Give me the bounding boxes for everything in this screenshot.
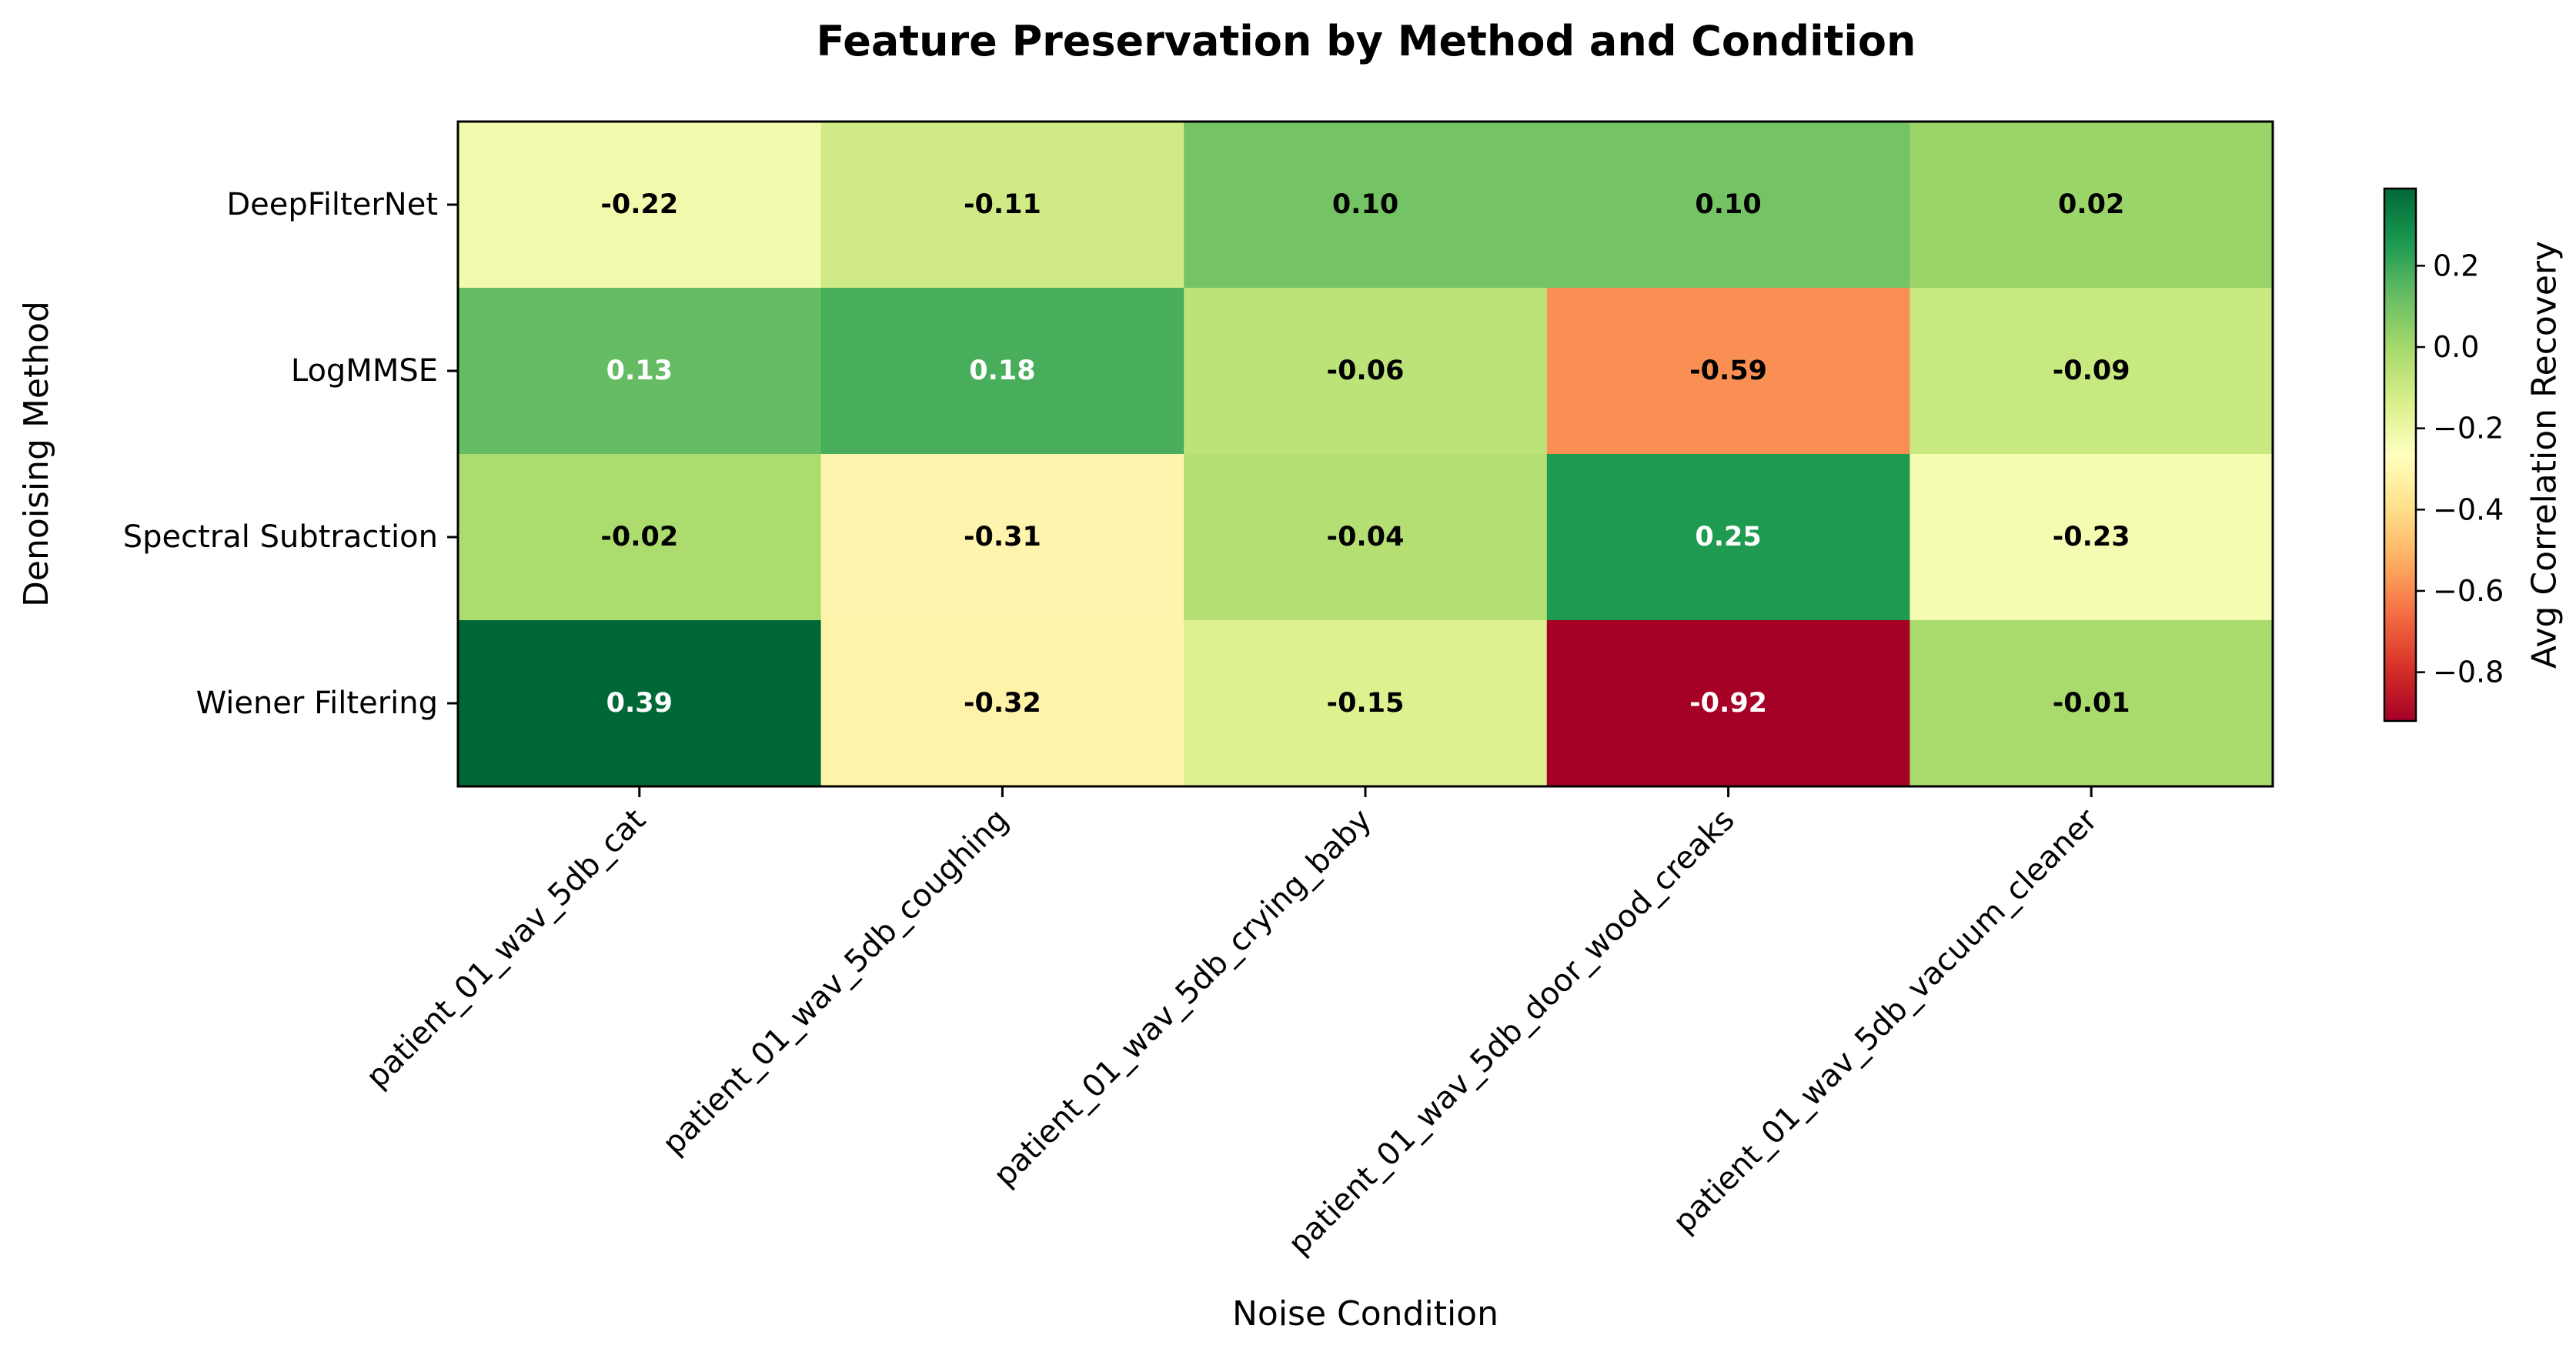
x-tick-label: patient_01_wav_5db_vacuum_cleaner: [1666, 802, 2105, 1240]
heatmap-cell: [1546, 288, 1910, 455]
cell-value-label: 0.13: [606, 355, 673, 386]
colorbar-tick-label: −0.4: [2433, 492, 2504, 526]
colorbar-frame: [2383, 187, 2417, 723]
heatmap-cell: [1909, 454, 2274, 621]
colorbar-tick-label: 0.0: [2433, 330, 2479, 364]
x-axis-ticks: patient_01_wav_5db_cat patient_01_wav_5db…: [359, 786, 2105, 1262]
colorbar-ticks: 0.2 0.0 −0.2 −0.4 −0.6 −0.8: [2416, 249, 2504, 689]
y-tick-label: DeepFilterNet: [226, 187, 438, 222]
heatmap-cell: [1184, 454, 1548, 621]
cell-value-label: -0.23: [2053, 522, 2130, 552]
x-tick-label: patient_01_wav_5db_cat: [359, 803, 653, 1096]
x-axis-label: Noise Condition: [1232, 1294, 1498, 1333]
cell-value-label: 0.10: [1695, 189, 1761, 220]
heatmap-cell: [1909, 620, 2274, 787]
heatmap-cell: [1546, 454, 1910, 621]
y-tick-label: Wiener Filtering: [196, 686, 438, 721]
heatmap-cell: [458, 288, 822, 455]
heatmap-cell: [1546, 620, 1910, 787]
cell-value-label: 0.39: [606, 688, 673, 719]
cell-value-label: -0.11: [964, 189, 1041, 220]
cell-value-label: -0.06: [1327, 355, 1405, 386]
colorbar: 0.2 0.0 −0.2 −0.4 −0.6 −0.8 Avg Correlation R…: [2383, 187, 2564, 723]
heatmap-cell: [458, 620, 822, 787]
heatmap-cell: [1184, 122, 1548, 289]
cell-value-label: -0.92: [1689, 688, 1767, 719]
cell-value-label: -0.01: [2053, 688, 2130, 719]
cell-value-label: -0.31: [964, 522, 1041, 552]
heatmap-cells: -0.22 -0.11 0.10 0.10 0.02 0.13 0.18 -0.06 -0.59…: [458, 122, 2274, 787]
cell-value-label: -0.02: [600, 522, 678, 552]
y-tick-label: Spectral Subtraction: [123, 519, 438, 555]
heatmap-cell: [820, 454, 1184, 621]
x-tick-label: patient_01_wav_5db_coughing: [656, 803, 1015, 1162]
cell-value-label: -0.59: [1689, 355, 1767, 386]
cell-value-label: -0.15: [1327, 688, 1405, 719]
heatmap-cell: [458, 454, 822, 621]
y-axis-label: Denoising Method: [17, 301, 56, 607]
chart-title: Feature Preservation by Method and Condi…: [817, 17, 1916, 65]
colorbar-tick-label: −0.2: [2433, 412, 2504, 446]
y-tick-label: LogMMSE: [291, 353, 438, 389]
colorbar-tick-label: −0.6: [2433, 574, 2504, 608]
cell-value-label: -0.22: [600, 189, 678, 220]
heatmap-cell: [820, 620, 1184, 787]
heatmap-cell: [1184, 620, 1548, 787]
colorbar-tick-label: −0.8: [2433, 656, 2504, 689]
x-tick-label: patient_01_wav_5db_door_wood_creaks: [1281, 803, 1741, 1262]
cell-value-label: -0.09: [2053, 355, 2130, 386]
heatmap-cell: [1909, 288, 2274, 455]
heatmap-cell: [1184, 288, 1548, 455]
cell-value-label: 0.10: [1332, 189, 1398, 220]
cell-value-label: -0.32: [964, 688, 1041, 719]
colorbar-label: Avg Correlation Recovery: [2525, 241, 2564, 669]
cell-value-label: 0.02: [2058, 189, 2124, 220]
colorbar-gradient: [2384, 189, 2416, 721]
heatmap-cell: [820, 288, 1184, 455]
cell-value-label: -0.04: [1327, 522, 1405, 552]
cell-value-label: 0.18: [969, 355, 1035, 386]
cell-value-label: 0.25: [1695, 522, 1761, 552]
heatmap-cell: [458, 122, 822, 289]
heatmap-cell: [1909, 122, 2274, 289]
colorbar-tick-label: 0.2: [2433, 249, 2479, 282]
y-axis-ticks: DeepFilterNet LogMMSE Spectral Subtraction…: [123, 187, 458, 721]
heatmap-cell: [820, 122, 1184, 289]
heatmap-cell: [1546, 122, 1910, 289]
x-tick-label: patient_01_wav_5db_crying_baby: [987, 803, 1378, 1194]
